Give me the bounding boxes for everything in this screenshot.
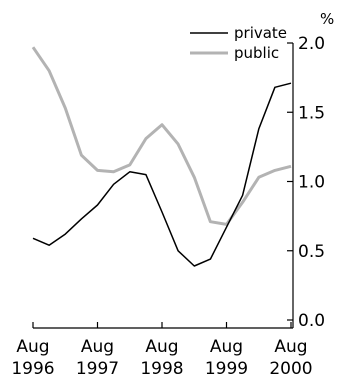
x-tick-label-year: 1997: [76, 359, 119, 379]
x-tick-label-year: 1999: [205, 359, 248, 379]
y-ticks: 2.0 1.5 1.0 0.5 0.0: [287, 34, 325, 331]
legend-label-public: public: [234, 44, 279, 62]
series-layer: [31, 46, 292, 267]
y-tick-label: 1.0: [298, 173, 325, 193]
y-tick-label: 0.5: [298, 242, 325, 262]
x-tick-label-year: 1996: [11, 359, 54, 379]
x-tick-label-year: 1998: [140, 359, 183, 379]
legend: private public: [190, 24, 287, 62]
y-tick-label: 1.5: [298, 103, 325, 123]
y-unit-label: %: [320, 10, 334, 28]
y-tick-label: 2.0: [298, 34, 325, 54]
x-tick-label-month: Aug: [145, 337, 178, 357]
x-tick-label-month: Aug: [274, 337, 307, 357]
legend-label-private: private: [234, 24, 287, 42]
y-tick-label: 0.0: [298, 311, 325, 331]
x-tick-label-month: Aug: [210, 337, 243, 357]
series-line-private: [32, 82, 292, 267]
axes: [33, 43, 294, 329]
x-tick-label-year: 2000: [269, 359, 312, 379]
x-tick-label-month: Aug: [81, 337, 114, 357]
series-line-public: [31, 46, 292, 226]
x-tick-label-month: Aug: [16, 337, 49, 357]
